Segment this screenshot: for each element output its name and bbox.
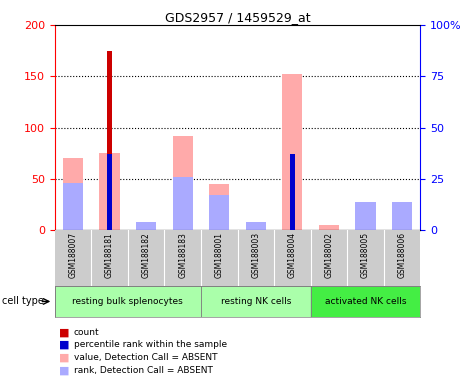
Text: ■: ■	[59, 353, 70, 362]
Text: ■: ■	[59, 327, 70, 337]
Text: GSM188181: GSM188181	[105, 232, 114, 278]
Bar	[246, 223, 266, 230]
Bar	[282, 74, 303, 230]
Bar	[319, 225, 339, 230]
Bar	[355, 215, 376, 230]
Bar	[99, 153, 120, 230]
Text: GSM188002: GSM188002	[324, 232, 333, 278]
Bar	[136, 222, 156, 230]
Bar	[201, 286, 311, 317]
Text: GSM188003: GSM188003	[251, 232, 260, 278]
Bar	[246, 222, 266, 230]
Bar	[63, 159, 83, 230]
Bar	[311, 286, 420, 317]
Bar	[63, 183, 83, 230]
Text: ■: ■	[59, 340, 70, 350]
Text: GSM188005: GSM188005	[361, 232, 370, 278]
Bar	[392, 205, 412, 230]
Text: GSM188004: GSM188004	[288, 232, 297, 278]
Bar	[290, 154, 295, 230]
Text: activated NK cells: activated NK cells	[325, 297, 406, 306]
Text: resting NK cells: resting NK cells	[220, 297, 291, 306]
Text: GSM188007: GSM188007	[68, 232, 77, 278]
Text: rank, Detection Call = ABSENT: rank, Detection Call = ABSENT	[74, 366, 212, 375]
Text: GSM188182: GSM188182	[142, 232, 151, 278]
Bar	[209, 195, 229, 230]
Text: ■: ■	[59, 365, 70, 375]
Text: resting bulk splenocytes: resting bulk splenocytes	[72, 297, 183, 306]
Text: cell type: cell type	[2, 296, 44, 306]
Text: count: count	[74, 328, 99, 337]
Bar	[107, 51, 112, 230]
Text: GSM188001: GSM188001	[215, 232, 224, 278]
Bar	[392, 202, 412, 230]
Text: GSM188006: GSM188006	[398, 232, 407, 278]
Bar	[107, 154, 112, 230]
Bar	[55, 286, 201, 317]
Bar	[209, 184, 229, 230]
Title: GDS2957 / 1459529_at: GDS2957 / 1459529_at	[165, 11, 310, 24]
Text: percentile rank within the sample: percentile rank within the sample	[74, 340, 227, 349]
Bar	[172, 136, 193, 230]
Text: GSM188183: GSM188183	[178, 232, 187, 278]
Bar	[355, 202, 376, 230]
Bar	[172, 177, 193, 230]
Text: value, Detection Call = ABSENT: value, Detection Call = ABSENT	[74, 353, 217, 362]
